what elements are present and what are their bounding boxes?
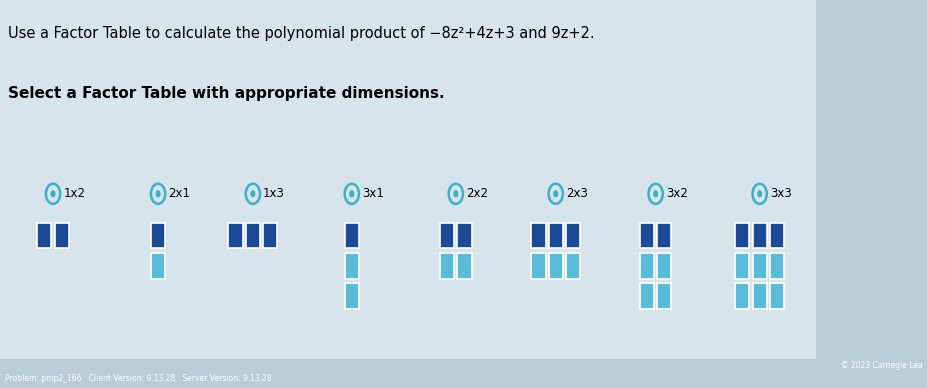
FancyBboxPatch shape [753,223,767,248]
FancyBboxPatch shape [565,253,580,279]
FancyBboxPatch shape [565,223,580,248]
Text: Problem: pmp2_166   Client Version: 9.13.28   Server Version: 9.13.28: Problem: pmp2_166 Client Version: 9.13.2… [5,374,272,383]
FancyBboxPatch shape [769,223,784,248]
FancyBboxPatch shape [37,223,52,248]
FancyBboxPatch shape [657,253,671,279]
Circle shape [453,190,458,197]
FancyBboxPatch shape [549,253,563,279]
Text: © 2023 Carnegie Lea: © 2023 Carnegie Lea [841,360,922,370]
FancyBboxPatch shape [657,283,671,309]
Circle shape [757,190,762,197]
FancyBboxPatch shape [151,223,165,248]
FancyBboxPatch shape [640,223,654,248]
FancyBboxPatch shape [640,253,654,279]
Text: 3x2: 3x2 [666,187,688,200]
FancyBboxPatch shape [549,223,563,248]
FancyBboxPatch shape [735,253,749,279]
Circle shape [250,190,256,197]
FancyBboxPatch shape [0,0,816,359]
Text: 2x1: 2x1 [169,187,190,200]
Text: 3x3: 3x3 [769,187,792,200]
FancyBboxPatch shape [735,283,749,309]
FancyBboxPatch shape [440,223,454,248]
FancyBboxPatch shape [457,253,472,279]
FancyBboxPatch shape [753,283,767,309]
FancyBboxPatch shape [246,223,260,248]
FancyBboxPatch shape [345,223,359,248]
FancyBboxPatch shape [735,223,749,248]
Text: 1x2: 1x2 [63,187,85,200]
FancyBboxPatch shape [55,223,69,248]
FancyBboxPatch shape [345,283,359,309]
FancyBboxPatch shape [457,223,472,248]
FancyBboxPatch shape [345,253,359,279]
Circle shape [654,190,658,197]
Text: 1x3: 1x3 [263,187,285,200]
FancyBboxPatch shape [228,223,243,248]
Circle shape [553,190,558,197]
FancyBboxPatch shape [753,253,767,279]
FancyBboxPatch shape [769,253,784,279]
Text: 2x2: 2x2 [466,187,488,200]
Text: Use a Factor Table to calculate the polynomial product of −8z²+4z+3 and 9z+2.: Use a Factor Table to calculate the poly… [8,26,595,41]
FancyBboxPatch shape [151,253,165,279]
FancyBboxPatch shape [769,283,784,309]
FancyBboxPatch shape [640,283,654,309]
Circle shape [349,190,354,197]
Text: 2x3: 2x3 [565,187,588,200]
FancyBboxPatch shape [657,223,671,248]
Circle shape [156,190,160,197]
Text: 3x1: 3x1 [362,187,384,200]
FancyBboxPatch shape [531,223,545,248]
Circle shape [50,190,56,197]
FancyBboxPatch shape [531,253,545,279]
Text: Select a Factor Table with appropriate dimensions.: Select a Factor Table with appropriate d… [8,86,445,101]
FancyBboxPatch shape [440,253,454,279]
FancyBboxPatch shape [263,223,277,248]
